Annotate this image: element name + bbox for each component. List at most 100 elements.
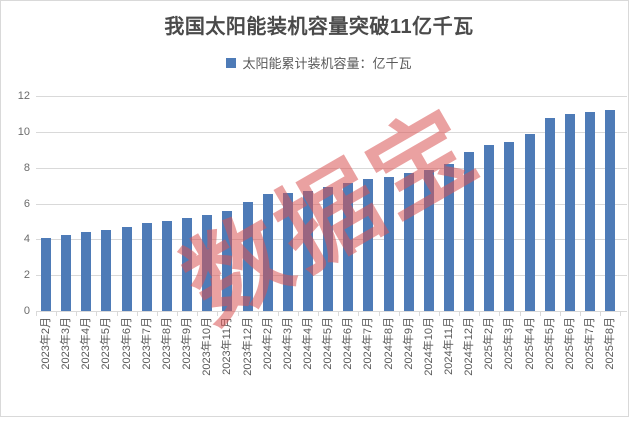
- y-tick-label: 4: [23, 233, 30, 246]
- x-tick-label: 2025年7月: [584, 317, 596, 370]
- gridline: [36, 131, 627, 133]
- axis-tick: [580, 311, 581, 316]
- bar: [403, 173, 414, 311]
- bar: [343, 183, 354, 311]
- bar: [464, 152, 475, 311]
- axis-tick: [358, 311, 360, 316]
- axis-tick: [96, 311, 98, 316]
- bar: [141, 223, 152, 311]
- x-tick-label: 2024年3月: [281, 317, 294, 370]
- bar: [544, 117, 555, 311]
- bar: [302, 191, 313, 311]
- x-tick-label: 2024年8月: [382, 317, 395, 370]
- x-tick-label: 2023年12月: [241, 317, 254, 376]
- axis-tick: [620, 311, 622, 316]
- bar: [41, 237, 51, 311]
- gridline: [36, 96, 627, 97]
- x-tick-label: 2024年9月: [402, 317, 415, 370]
- axis-tick: [539, 311, 541, 316]
- bar: [61, 234, 72, 311]
- x-tick-label: 2025年5月: [543, 317, 556, 370]
- legend: 太阳能累计装机容量：亿千瓦: [0, 53, 638, 72]
- x-tick-label: 2025年8月: [604, 317, 617, 370]
- bar: [262, 194, 273, 311]
- x-tick-label: 2023年3月: [60, 317, 73, 370]
- bar: [564, 113, 575, 311]
- y-tick-label: 10: [17, 125, 30, 138]
- y-tick-label: 0: [23, 305, 30, 317]
- bar: [444, 164, 454, 311]
- x-tick-label: 2023年2月: [40, 317, 52, 370]
- bar: [504, 141, 515, 311]
- axis-tick: [136, 311, 138, 316]
- gridline: [36, 167, 627, 169]
- axis-tick: [36, 311, 37, 316]
- bar: [605, 110, 616, 311]
- bar: [222, 211, 233, 311]
- axis-tick: [338, 311, 340, 316]
- axis-tick: [116, 311, 118, 316]
- bar: [101, 230, 112, 311]
- axis-tick: [418, 311, 420, 316]
- bar: [202, 215, 213, 311]
- axis-tick: [459, 311, 461, 316]
- bar: [161, 220, 172, 311]
- x-tick-label: 2024年11月: [443, 317, 455, 375]
- bar: [81, 232, 92, 311]
- axis-tick: [398, 311, 400, 316]
- axis-tick: [378, 311, 380, 316]
- bar: [282, 192, 293, 312]
- axis-tick: [499, 311, 501, 316]
- axis-tick: [217, 311, 219, 316]
- bar: [323, 187, 334, 311]
- axis-tick: [257, 311, 259, 316]
- axis-tick: [318, 311, 320, 316]
- x-tick-label: 2023年4月: [80, 317, 93, 370]
- axis-tick: [76, 311, 78, 316]
- axis-tick: [559, 311, 561, 316]
- legend-label: 太阳能累计装机容量：亿千瓦: [242, 56, 412, 71]
- bar: [423, 169, 434, 311]
- axis-tick: [519, 311, 521, 316]
- x-tick-label: 2024年12月: [463, 317, 476, 376]
- axis-tick: [600, 311, 602, 316]
- bar: [182, 217, 192, 311]
- axis-tick: [277, 311, 279, 316]
- axis-tick: [237, 311, 239, 316]
- y-tick-label: 6: [23, 197, 30, 210]
- axis-tick: [156, 311, 158, 316]
- x-tick-label: 2023年6月: [120, 317, 133, 370]
- x-tick-label: 2025年4月: [523, 317, 536, 370]
- x-tick-label: 2025年3月: [503, 317, 516, 370]
- x-tick-label: 2023年7月: [140, 317, 153, 370]
- bar: [363, 179, 374, 311]
- bar: [524, 133, 535, 311]
- y-tick-label: 12: [17, 90, 30, 102]
- axis-tick: [439, 311, 440, 316]
- y-tick-label: 2: [23, 269, 30, 282]
- legend-marker-icon: [226, 57, 237, 68]
- x-tick-label: 2025年2月: [483, 317, 496, 370]
- x-tick-label: 2024年5月: [322, 317, 335, 370]
- x-tick-label: 2023年9月: [181, 317, 193, 370]
- bar: [383, 176, 394, 311]
- x-tick-label: 2023年5月: [100, 317, 113, 370]
- chart-title: 我国太阳能装机容量突破11亿千瓦: [164, 16, 474, 38]
- x-tick-label: 2024年7月: [362, 317, 375, 370]
- bar: [242, 201, 253, 311]
- axis-tick: [56, 311, 58, 316]
- x-tick-label: 2024年6月: [342, 317, 355, 370]
- y-tick-label: 8: [23, 161, 30, 174]
- x-tick-label: 2024年2月: [261, 317, 274, 370]
- axis-tick: [479, 311, 481, 316]
- x-tick-label: 2023年8月: [160, 317, 173, 370]
- x-tick-label: 2025年6月: [563, 317, 576, 370]
- x-tick-label: 2024年4月: [301, 317, 314, 370]
- gridline: [36, 311, 627, 312]
- axis-tick: [177, 311, 178, 316]
- x-tick-label: 2023年11月: [221, 317, 234, 375]
- bar: [585, 112, 595, 311]
- x-tick-label: 2024年10月: [422, 317, 435, 376]
- x-tick-label: 2023年10月: [201, 317, 214, 376]
